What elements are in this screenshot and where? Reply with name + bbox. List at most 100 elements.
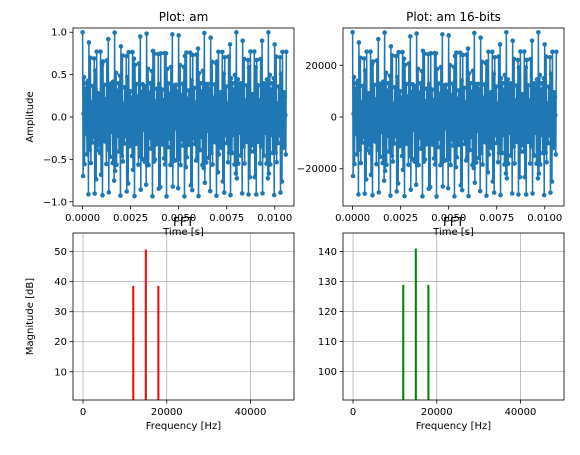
data-point	[360, 83, 366, 89]
data-point	[272, 42, 277, 47]
data-point	[353, 118, 358, 124]
data-point	[174, 89, 180, 94]
data-point	[262, 81, 267, 86]
data-point	[118, 44, 124, 49]
data-point	[439, 127, 444, 133]
data-point	[177, 62, 183, 68]
data-point	[275, 102, 280, 108]
data-point	[184, 50, 189, 55]
data-point	[91, 129, 97, 134]
data-point	[424, 141, 429, 147]
data-point	[473, 101, 478, 107]
x-tick-label: 0.0100	[257, 213, 292, 224]
data-point	[486, 152, 492, 157]
data-point	[125, 92, 131, 97]
subplot-2: 0.0000 0.0025 0.0050 0.0075 0.0100 −20000 0 200…	[297, 10, 565, 238]
x-tick-label: 40000	[235, 407, 267, 418]
data-point	[513, 105, 518, 110]
data-point	[109, 121, 115, 126]
data-point	[155, 138, 161, 143]
plot-title: FFT	[443, 215, 465, 229]
data-point	[382, 30, 387, 35]
data-point	[80, 29, 85, 35]
data-point	[205, 128, 211, 133]
data-point	[187, 142, 193, 147]
data-point	[524, 57, 530, 63]
data-point	[445, 185, 451, 191]
data-point	[278, 190, 283, 195]
data-point	[236, 119, 242, 125]
subplot-4: 0 20000 40000 100 110 120 130 140 FFT Frequency […	[318, 215, 565, 432]
data-point	[130, 49, 135, 55]
data-point	[232, 72, 238, 78]
data-point	[217, 112, 222, 118]
data-point	[139, 91, 145, 97]
data-point	[229, 150, 235, 156]
data-point	[197, 147, 203, 153]
data-point	[236, 161, 241, 166]
data-point	[195, 129, 200, 135]
data-point	[250, 142, 255, 148]
data-point	[443, 126, 449, 131]
data-point	[141, 123, 147, 129]
data-point	[412, 84, 418, 89]
data-point	[178, 92, 184, 98]
data-point	[207, 188, 213, 194]
data-point	[148, 81, 153, 86]
data-point	[500, 80, 505, 86]
data-point	[119, 153, 125, 159]
data-point	[201, 165, 207, 171]
data-point	[185, 109, 190, 115]
data-point	[275, 140, 281, 146]
data-point	[194, 156, 200, 161]
data-point	[477, 86, 482, 92]
data-point	[552, 142, 557, 148]
data-point	[444, 89, 450, 94]
data-point	[82, 161, 87, 167]
data-point	[478, 35, 483, 40]
data-point	[209, 59, 215, 65]
data-point	[504, 176, 510, 181]
data-point	[214, 59, 220, 64]
data-point	[246, 65, 252, 70]
data-point	[385, 116, 390, 121]
data-point	[489, 49, 495, 55]
data-point	[546, 84, 551, 89]
data-point	[492, 54, 498, 60]
data-point	[425, 138, 431, 143]
data-point	[228, 192, 233, 198]
data-point	[247, 103, 252, 109]
data-point	[522, 174, 528, 180]
data-point	[88, 160, 94, 166]
data-point	[221, 190, 227, 195]
data-point	[232, 162, 237, 167]
data-point	[271, 75, 277, 81]
data-point	[366, 142, 371, 148]
data-point	[102, 82, 107, 88]
data-point	[123, 53, 129, 59]
data-point	[358, 160, 364, 166]
data-point	[143, 182, 149, 188]
data-point	[374, 161, 379, 167]
x-tick-label: 0.0025	[113, 213, 148, 224]
data-point	[490, 179, 496, 184]
data-point	[363, 99, 369, 105]
data-point	[171, 95, 176, 101]
data-point	[97, 114, 102, 120]
data-point	[184, 154, 190, 160]
data-point	[423, 106, 428, 111]
data-point	[373, 106, 378, 112]
data-point	[210, 162, 215, 167]
data-point	[480, 162, 485, 167]
data-point	[252, 174, 258, 180]
x-tick-label: 0.0000	[65, 213, 100, 224]
data-point	[470, 68, 476, 74]
data-point	[211, 108, 216, 113]
data-point	[460, 52, 466, 58]
data-point	[476, 155, 482, 161]
data-point	[380, 79, 386, 84]
data-point	[525, 83, 531, 88]
data-point	[423, 98, 429, 104]
data-point	[267, 72, 273, 78]
data-point	[253, 192, 259, 197]
